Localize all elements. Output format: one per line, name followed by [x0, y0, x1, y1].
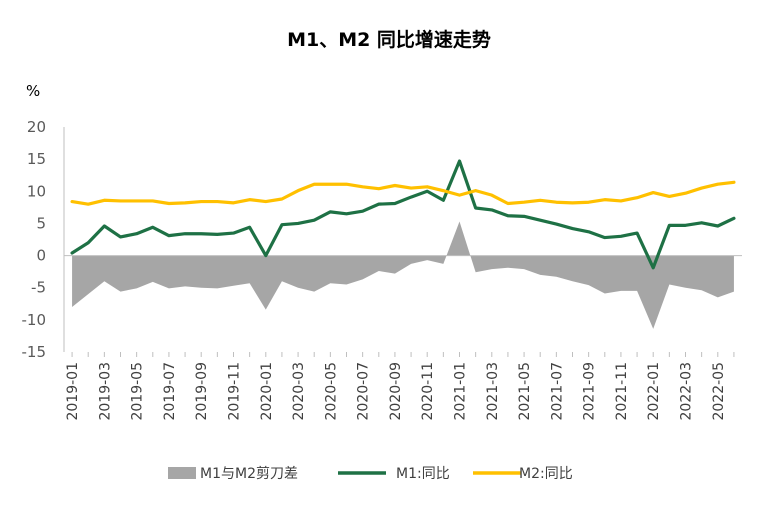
x-tick-label: 2021-03 — [485, 362, 501, 421]
x-tick-label: 2019-07 — [162, 362, 178, 421]
x-tick-label: 2022-01 — [646, 362, 662, 421]
legend-label: M2:同比 — [519, 466, 573, 482]
y-tick-label: 15 — [27, 150, 46, 168]
x-tick-label: 2019-01 — [65, 362, 81, 421]
x-tick-label: 2019-03 — [97, 362, 113, 421]
x-tick-label: 2019-11 — [227, 362, 243, 421]
series-line-1 — [70, 159, 736, 270]
x-tick-label: 2019-05 — [130, 362, 146, 421]
x-tick-label: 2022-03 — [679, 362, 695, 421]
legend: M1与M2剪刀差 M1:同比 M2:同比 — [168, 466, 573, 482]
x-tick-label: 2021-01 — [453, 362, 469, 421]
y-tick-label: -10 — [22, 311, 47, 329]
y-tick-label: -5 — [31, 279, 46, 297]
series-line-2 — [70, 180, 736, 206]
y-tick-label: 5 — [36, 214, 46, 232]
legend-label: M1与M2剪刀差 — [200, 466, 298, 482]
x-tick-label: 2021-11 — [614, 362, 630, 421]
y-axis-unit-label: % — [26, 82, 40, 100]
y-tick-label: 0 — [36, 247, 46, 265]
y-tick-label: 10 — [27, 182, 46, 200]
y-tick-label: -15 — [22, 343, 47, 361]
y-tick-label: 20 — [27, 118, 46, 136]
x-tick-label: 2021-09 — [582, 362, 598, 421]
chart-title: M1、M2 同比增速走势 — [287, 28, 491, 51]
x-tick-label: 2020-01 — [259, 362, 275, 421]
x-tick-label: 2021-07 — [549, 362, 565, 421]
x-tick-label: 2020-11 — [420, 362, 436, 421]
legend-label: M1:同比 — [396, 466, 450, 482]
series-area-spread — [72, 221, 734, 329]
x-tick-label: 2020-09 — [388, 362, 404, 421]
plot-area: -15 -10 -5 0 5 10 15 20 2019-01 2019-03 2019-05 201… — [22, 118, 742, 421]
x-tick-label: 2020-03 — [291, 362, 307, 421]
x-tick-label: 2022-05 — [711, 362, 727, 421]
x-tick-label: 2020-07 — [356, 362, 372, 421]
x-tick-label: 2020-05 — [323, 362, 339, 421]
x-tick-label: 2021-05 — [517, 362, 533, 421]
legend-swatch-area — [168, 467, 196, 479]
x-tick-label: 2019-09 — [194, 362, 210, 421]
